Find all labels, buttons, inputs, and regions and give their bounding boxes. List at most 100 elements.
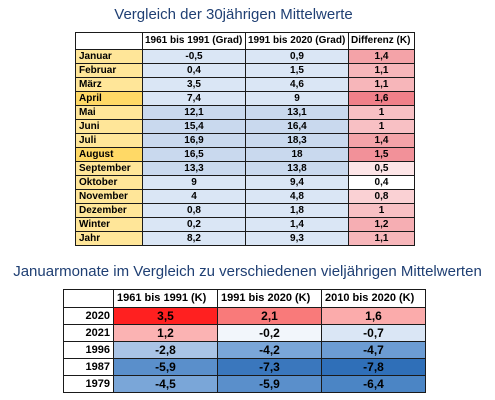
value-vs-2010-2020: -6,4 xyxy=(321,375,426,393)
value-vs-1961-1991: 3,5 xyxy=(113,307,218,325)
value-1991-2020: 4,6 xyxy=(245,77,349,92)
month-cell: Juni xyxy=(75,119,143,134)
header-1991-2020: 1991 bis 2020 (Grad) xyxy=(245,32,349,50)
value-difference: 1,6 xyxy=(348,91,415,106)
value-1991-2020: 9 xyxy=(245,91,349,106)
value-vs-2010-2020: -4,7 xyxy=(321,341,426,359)
value-difference: 0,4 xyxy=(348,175,415,190)
table-row: Januar -0,5 0,9 1,4 xyxy=(75,49,415,64)
table-row: Jahr 8,2 9,3 1,1 xyxy=(75,231,415,246)
value-vs-1991-2020: -7,3 xyxy=(217,358,322,376)
header-1961-1991: 1961 bis 1991 (Grad) xyxy=(142,32,246,50)
value-difference: 0,8 xyxy=(348,189,415,204)
value-1961-1991: 0,4 xyxy=(142,63,246,78)
value-1991-2020: 18 xyxy=(245,147,349,162)
month-cell: Winter xyxy=(75,217,143,232)
year-cell: 2020 xyxy=(63,307,114,325)
table-row: Juli 16,9 18,3 1,4 xyxy=(75,133,415,148)
header-2010-2020: 2010 bis 2020 (K) xyxy=(321,289,426,308)
table-row: Winter 0,2 1,4 1,2 xyxy=(75,217,415,232)
value-1961-1991: 9 xyxy=(142,175,246,190)
value-vs-1991-2020: -5,9 xyxy=(217,375,322,393)
year-cell: 1987 xyxy=(63,358,114,376)
table-row: April 7,4 9 1,6 xyxy=(75,91,415,106)
value-difference: 0,5 xyxy=(348,161,415,176)
value-vs-1991-2020: -0,2 xyxy=(217,324,322,342)
value-1991-2020: 1,4 xyxy=(245,217,349,232)
value-1991-2020: 18,3 xyxy=(245,133,349,148)
year-cell: 2021 xyxy=(63,324,114,342)
value-1991-2020: 4,8 xyxy=(245,189,349,204)
value-vs-1991-2020: 2,1 xyxy=(217,307,322,325)
value-difference: 1,1 xyxy=(348,63,415,78)
table-row: Februar 0,4 1,5 1,1 xyxy=(75,63,415,78)
table-header-row: 1961 bis 1991 (Grad) 1991 bis 2020 (Grad… xyxy=(75,32,415,50)
month-cell: Juli xyxy=(75,133,143,148)
table-row: August 16,5 18 1,5 xyxy=(75,147,415,162)
value-difference: 1 xyxy=(348,203,415,218)
value-vs-1961-1991: -5,9 xyxy=(113,358,218,376)
month-cell: Dezember xyxy=(75,203,143,218)
value-1961-1991: 0,2 xyxy=(142,217,246,232)
value-difference: 1,4 xyxy=(348,49,415,64)
header-corner xyxy=(75,32,143,50)
value-vs-2010-2020: -7,8 xyxy=(321,358,426,376)
value-1961-1991: 15,4 xyxy=(142,119,246,134)
month-cell: März xyxy=(75,77,143,92)
table-row: 1996 -2,8 -4,2 -4,7 xyxy=(63,341,426,359)
table-row: Mai 12,1 13,1 1 xyxy=(75,105,415,120)
year-cell: 1979 xyxy=(63,375,114,393)
table-row: November 4 4,8 0,8 xyxy=(75,189,415,204)
table-row: 2020 3,5 2,1 1,6 xyxy=(63,307,426,325)
table-row: 1979 -4,5 -5,9 -6,4 xyxy=(63,375,426,393)
table-row: September 13,3 13,8 0,5 xyxy=(75,161,415,176)
value-1991-2020: 16,4 xyxy=(245,119,349,134)
value-1991-2020: 1,5 xyxy=(245,63,349,78)
month-cell: August xyxy=(75,147,143,162)
value-1961-1991: 16,9 xyxy=(142,133,246,148)
value-vs-2010-2020: -0,7 xyxy=(321,324,426,342)
table-row: Oktober 9 9,4 0,4 xyxy=(75,175,415,190)
month-cell: September xyxy=(75,161,143,176)
month-cell: Jahr xyxy=(75,231,143,246)
value-1961-1991: 12,1 xyxy=(142,105,246,120)
month-cell: April xyxy=(75,91,143,106)
title-30-year-comparison: Vergleich der 30jährigen Mittelwerte xyxy=(114,6,353,23)
title-january-comparison: Januarmonate im Vergleich zu verschieden… xyxy=(13,263,482,280)
header-1991-2020: 1991 bis 2020 (K) xyxy=(217,289,322,308)
value-difference: 1 xyxy=(348,105,415,120)
header-difference: Differenz (K) xyxy=(348,32,415,50)
month-cell: Oktober xyxy=(75,175,143,190)
header-corner xyxy=(63,289,114,308)
month-cell: November xyxy=(75,189,143,204)
value-1961-1991: 3,5 xyxy=(142,77,246,92)
value-1961-1991: 16,5 xyxy=(142,147,246,162)
month-cell: Januar xyxy=(75,49,143,64)
value-vs-1991-2020: -4,2 xyxy=(217,341,322,359)
value-difference: 1,1 xyxy=(348,231,415,246)
value-vs-1961-1991: 1,2 xyxy=(113,324,218,342)
value-1991-2020: 9,4 xyxy=(245,175,349,190)
value-vs-2010-2020: 1,6 xyxy=(321,307,426,325)
value-difference: 1 xyxy=(348,119,415,134)
value-1991-2020: 13,1 xyxy=(245,105,349,120)
value-1991-2020: 1,8 xyxy=(245,203,349,218)
month-cell: Februar xyxy=(75,63,143,78)
value-1961-1991: -0,5 xyxy=(142,49,246,64)
table-header-row: 1961 bis 1991 (K) 1991 bis 2020 (K) 2010… xyxy=(63,289,426,308)
value-difference: 1,1 xyxy=(348,77,415,92)
value-1961-1991: 7,4 xyxy=(142,91,246,106)
value-difference: 1,4 xyxy=(348,133,415,148)
value-1961-1991: 0,8 xyxy=(142,203,246,218)
value-1961-1991: 4 xyxy=(142,189,246,204)
month-cell: Mai xyxy=(75,105,143,120)
value-difference: 1,2 xyxy=(348,217,415,232)
comparison-table-30-year: 1961 bis 1991 (Grad) 1991 bis 2020 (Grad… xyxy=(75,32,415,246)
header-1961-1991: 1961 bis 1991 (K) xyxy=(113,289,218,308)
table-row: Juni 15,4 16,4 1 xyxy=(75,119,415,134)
table-row: 2021 1,2 -0,2 -0,7 xyxy=(63,324,426,342)
value-vs-1961-1991: -2,8 xyxy=(113,341,218,359)
value-vs-1961-1991: -4,5 xyxy=(113,375,218,393)
value-difference: 1,5 xyxy=(348,147,415,162)
value-1961-1991: 13,3 xyxy=(142,161,246,176)
